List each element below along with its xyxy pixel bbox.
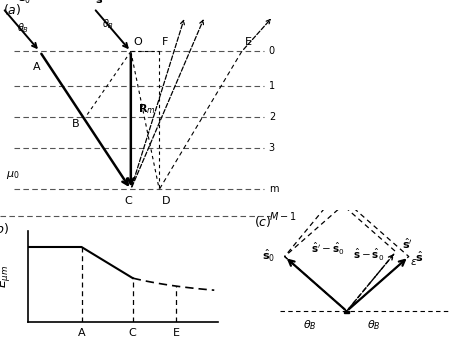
Text: $\theta_B$: $\theta_B$ <box>17 21 29 35</box>
Text: F: F <box>162 37 168 47</box>
Bar <box>344 311 349 314</box>
Text: $\varepsilon$: $\varepsilon$ <box>410 257 418 267</box>
Text: m: m <box>269 184 278 195</box>
Text: O: O <box>134 37 142 47</box>
Text: 2: 2 <box>269 113 275 122</box>
Text: $\theta_B$: $\theta_B$ <box>303 318 317 332</box>
Text: 1: 1 <box>269 81 275 92</box>
Text: C: C <box>124 196 132 206</box>
Text: $\hat{\mathbf{s}}' - \hat{\mathbf{s}}_0$: $\hat{\mathbf{s}}' - \hat{\mathbf{s}}_0$ <box>310 241 344 257</box>
Text: $(b)$: $(b)$ <box>0 221 9 236</box>
Text: 3: 3 <box>269 143 275 153</box>
Text: $\hat{\mathbf{s}}_0$: $\hat{\mathbf{s}}_0$ <box>18 0 32 6</box>
Text: $\hat{\mathbf{s}}$: $\hat{\mathbf{s}}$ <box>95 0 103 6</box>
Text: C: C <box>129 328 137 338</box>
Text: A: A <box>33 62 41 72</box>
Text: E: E <box>173 328 180 338</box>
Text: $\theta_B$: $\theta_B$ <box>367 318 381 332</box>
Text: $\hat{\mathbf{s}}'$: $\hat{\mathbf{s}}'$ <box>402 236 413 251</box>
Text: $(c)$: $(c)$ <box>255 214 272 229</box>
Text: $E_{\mu m}$: $E_{\mu m}$ <box>0 265 12 288</box>
Text: $\theta_B$: $\theta_B$ <box>102 17 115 31</box>
Text: A: A <box>78 328 85 338</box>
Text: D: D <box>162 196 171 206</box>
Text: $\mathbf{R}_m$: $\mathbf{R}_m$ <box>138 103 155 116</box>
Text: 0: 0 <box>269 46 275 57</box>
Text: $M-1$: $M-1$ <box>269 210 296 222</box>
Text: $(a)$: $(a)$ <box>3 2 21 17</box>
Text: E: E <box>245 37 252 47</box>
Text: $\hat{\mathbf{s}}_0$: $\hat{\mathbf{s}}_0$ <box>262 247 275 264</box>
Text: $\mu_0$: $\mu_0$ <box>6 169 19 181</box>
Text: $\hat{\mathbf{s}} - \hat{\mathbf{s}}_0$: $\hat{\mathbf{s}} - \hat{\mathbf{s}}_0$ <box>353 246 384 263</box>
Text: $\hat{\mathbf{s}}$: $\hat{\mathbf{s}}$ <box>415 249 423 264</box>
Text: B: B <box>72 119 80 129</box>
